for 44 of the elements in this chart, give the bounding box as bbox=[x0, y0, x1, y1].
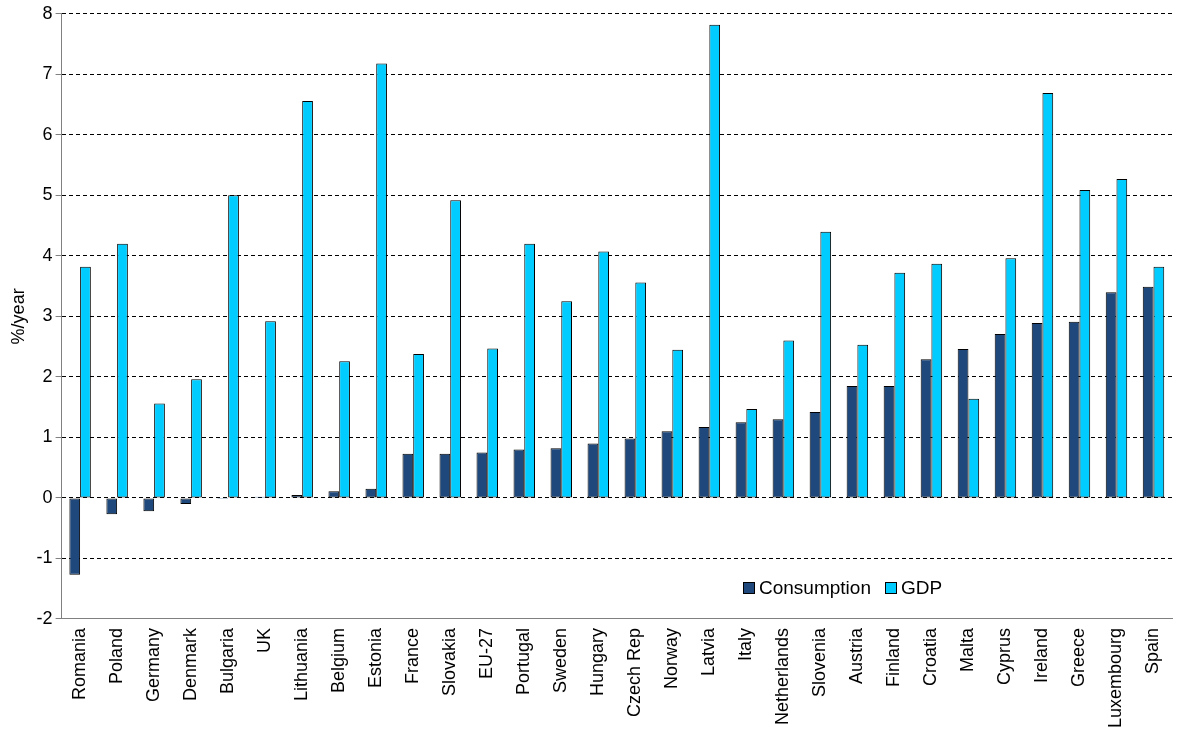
x-tick-label: Sweden bbox=[550, 627, 571, 693]
x-tick-label: Poland bbox=[106, 627, 127, 684]
y-tick-label: 7 bbox=[42, 63, 53, 84]
x-tick-label: Slovenia bbox=[809, 626, 830, 697]
x-tick-label: Ireland bbox=[1031, 627, 1052, 683]
x-tick-label: Latvia bbox=[698, 626, 719, 676]
x-tick-label: EU-27 bbox=[476, 627, 497, 679]
x-tick-label: Italy bbox=[735, 627, 756, 661]
x-tick-label: Finland bbox=[883, 627, 904, 687]
y-tick-label: 8 bbox=[42, 2, 53, 23]
x-tick-label: France bbox=[402, 627, 423, 684]
x-tick-label: Greece bbox=[1068, 627, 1089, 687]
x-tick-label: Hungary bbox=[587, 627, 608, 696]
x-tick-label: Denmark bbox=[180, 626, 201, 701]
y-tick-label: 5 bbox=[42, 184, 53, 205]
y-tick-label: -2 bbox=[36, 607, 53, 628]
x-tick-label: Malta bbox=[957, 626, 978, 672]
legend-label: Consumption bbox=[759, 576, 871, 599]
legend-label: GDP bbox=[900, 576, 943, 599]
x-tick-label: UK bbox=[254, 627, 275, 653]
x-tick-label: Estonia bbox=[365, 626, 386, 688]
y-tick-label: 2 bbox=[42, 365, 53, 386]
x-tick-label: Luxembourg bbox=[1105, 627, 1126, 729]
x-tick-label: Bulgaria bbox=[217, 626, 238, 694]
y-tick-label: 1 bbox=[42, 426, 53, 447]
x-tick-label: Norway bbox=[661, 627, 682, 689]
y-tick-label: 3 bbox=[42, 305, 53, 326]
x-tick-label: Cyprus bbox=[994, 627, 1015, 685]
x-tick-label: Germany bbox=[143, 627, 164, 702]
x-tick-label: Lithuania bbox=[291, 626, 312, 702]
x-tick-label: Portugal bbox=[513, 627, 534, 695]
x-tick-label: Austria bbox=[846, 626, 867, 684]
y-tick-label: 6 bbox=[42, 123, 53, 144]
x-tick-label: Croatia bbox=[920, 626, 941, 686]
x-tick-label: Czech Rep bbox=[624, 627, 645, 717]
x-tick-label: Netherlands bbox=[772, 627, 793, 725]
y-axis-title: %/year bbox=[7, 288, 28, 345]
x-tick-label: Belgium bbox=[328, 627, 349, 693]
x-tick-label: Spain bbox=[1142, 627, 1163, 674]
x-tick-label: Slovakia bbox=[439, 626, 460, 696]
x-tick-label: Romania bbox=[69, 626, 90, 700]
y-tick-label: -1 bbox=[36, 547, 53, 568]
y-tick-label: 4 bbox=[42, 244, 53, 265]
y-tick-label: 0 bbox=[42, 486, 53, 507]
